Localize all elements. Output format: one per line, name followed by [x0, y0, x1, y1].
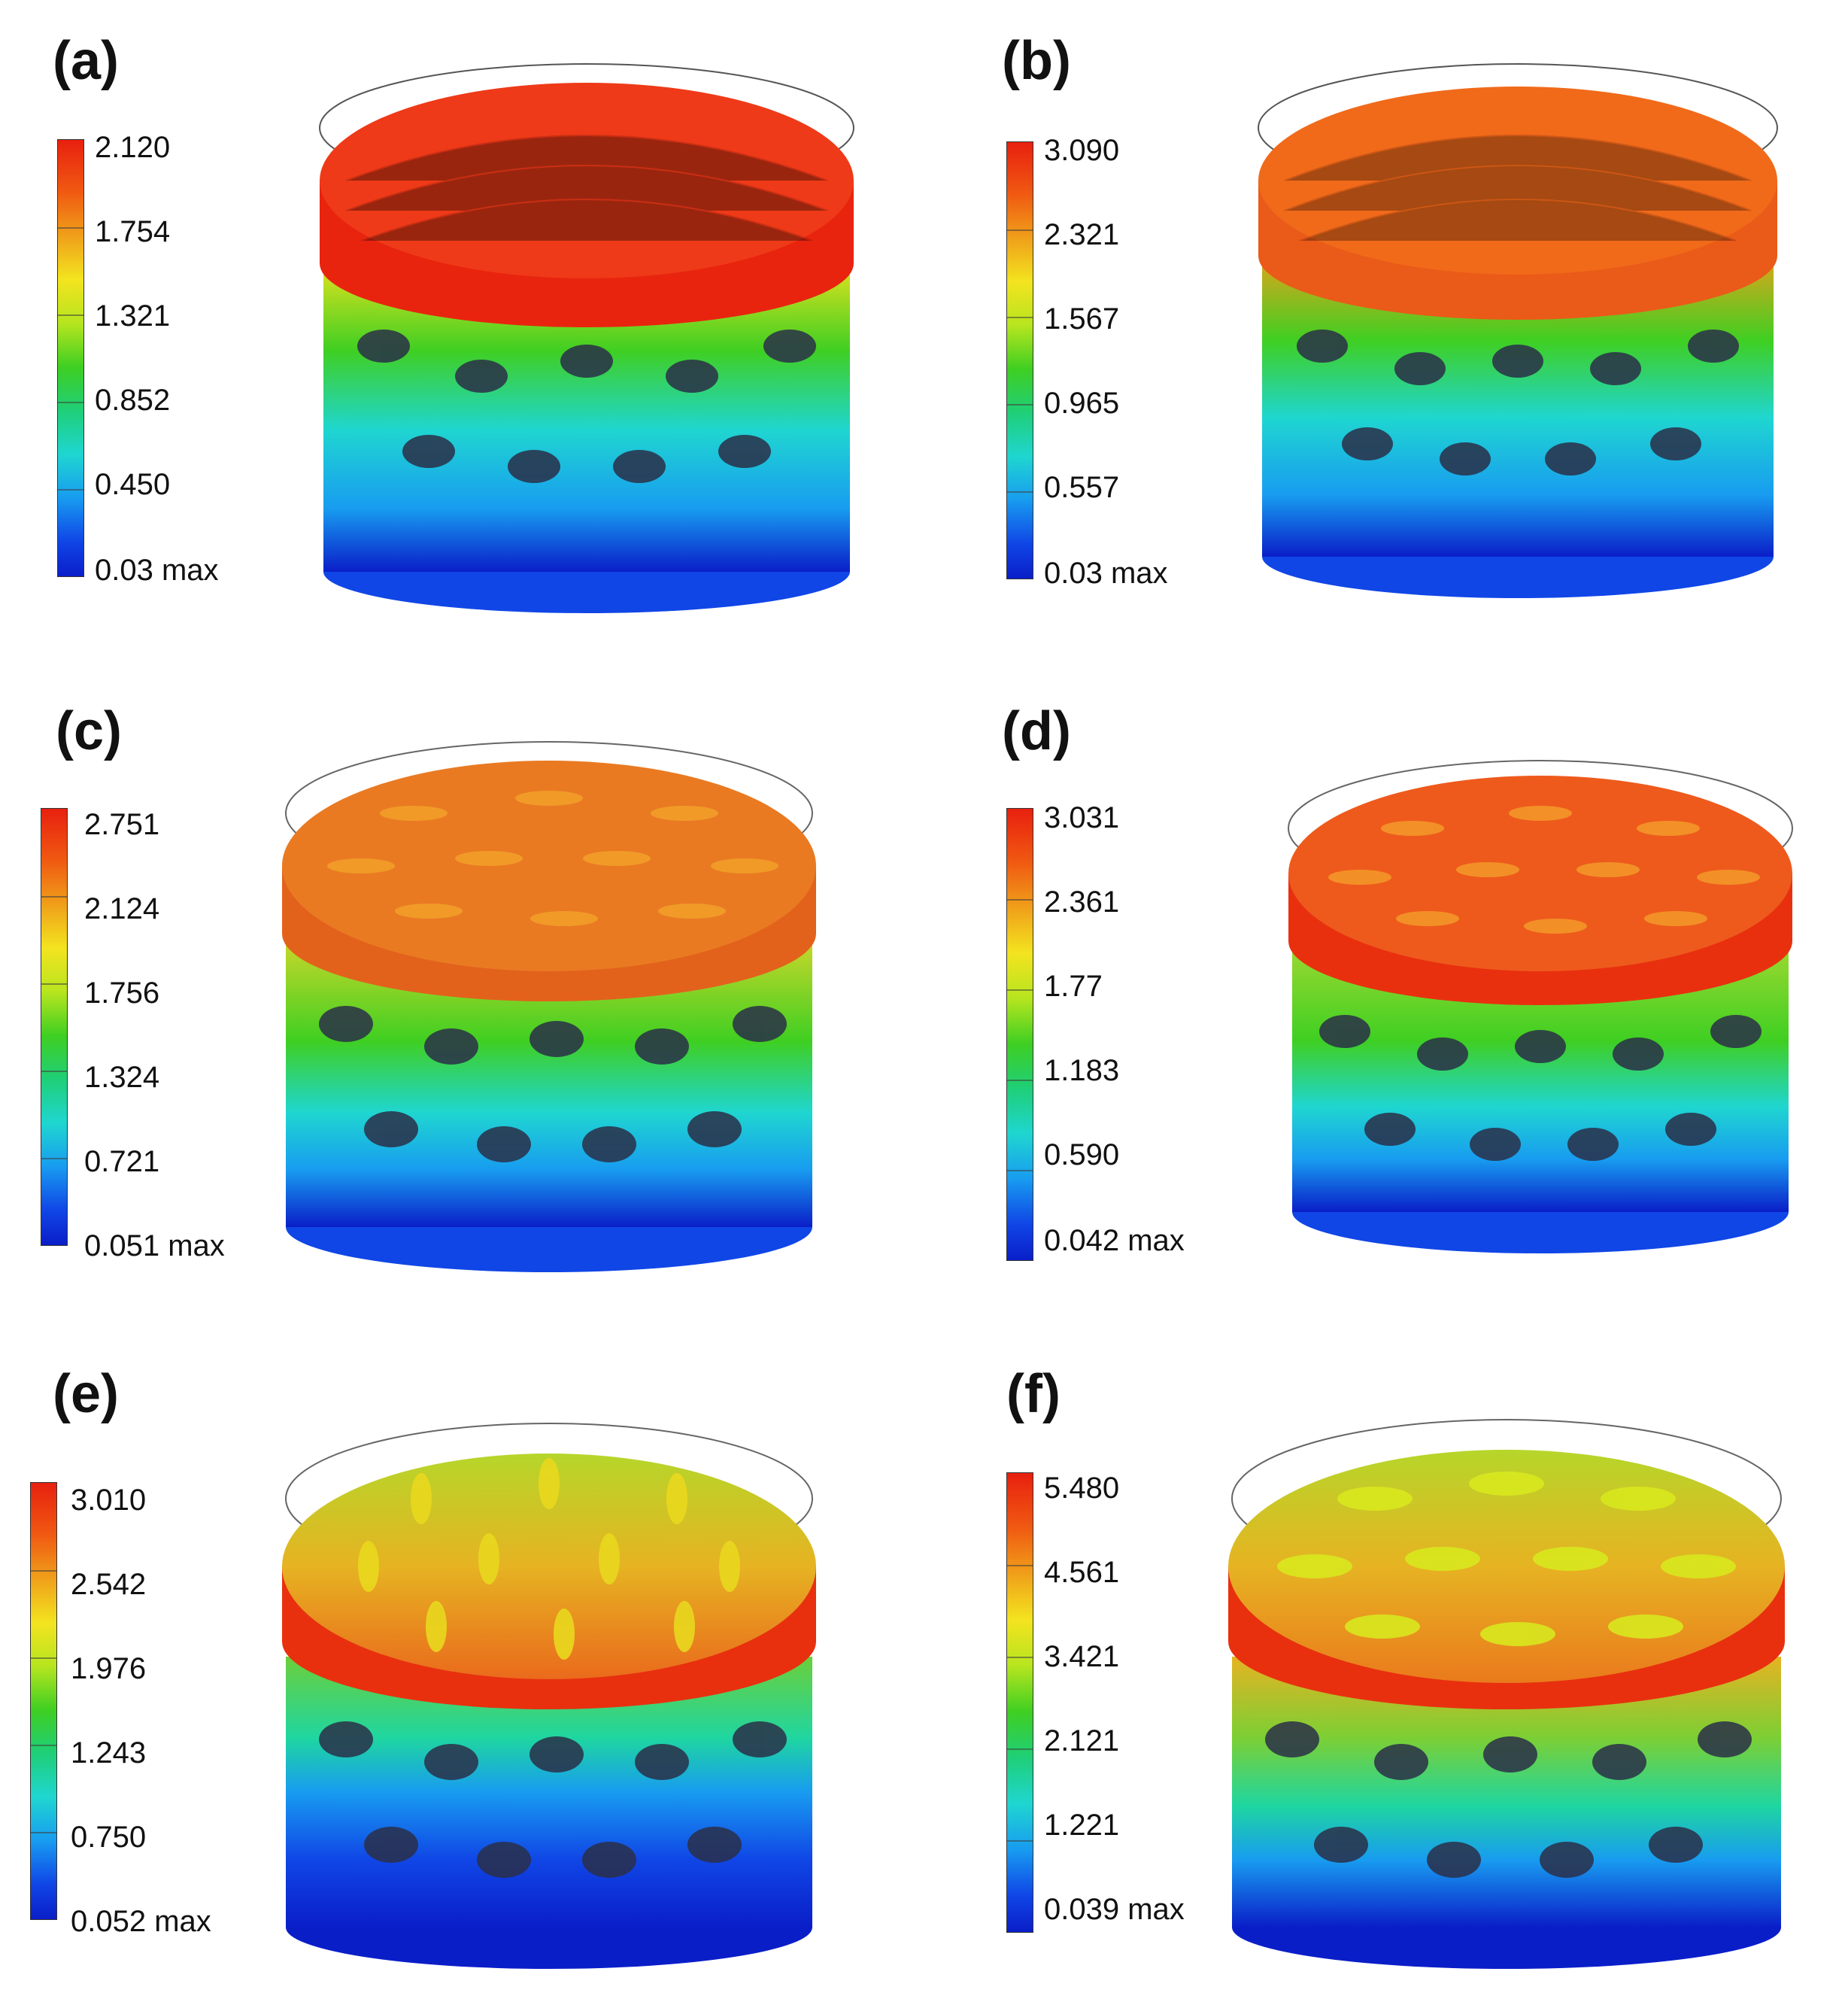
panel-f-tick-2: 3.421 — [1044, 1640, 1120, 1673]
panel-e-label: (e) — [53, 1364, 119, 1424]
panel-b-model-render — [1258, 63, 1778, 598]
panel-f-tick-5: 0.039 max — [1044, 1893, 1185, 1926]
panel-c-tick-0: 2.751 — [84, 808, 160, 841]
panel-d-tick-0: 3.031 — [1044, 801, 1120, 834]
panel-e: (e) 3.010 2.542 1.976 1.243 0.750 0.052 … — [0, 1341, 924, 2011]
panel-e-tick-4: 0.750 — [71, 1821, 147, 1854]
panel-d-tick-2: 1.77 — [1044, 970, 1103, 1003]
panel-c: (c) 2.751 2.124 1.756 1.324 0.721 0.051 … — [0, 670, 924, 1341]
panel-d-colorbar — [1006, 808, 1033, 1261]
panel-b: (b) 3.090 2.321 1.567 0.965 0.557 0.03 m… — [924, 0, 1847, 670]
panel-c-model-render — [282, 741, 816, 1272]
panel-d-tick-3: 1.183 — [1044, 1054, 1120, 1087]
panel-e-tick-0: 3.010 — [71, 1484, 147, 1517]
panel-c-colorbar — [41, 808, 68, 1246]
panel-c-tick-5: 0.051 max — [84, 1229, 225, 1262]
panel-c-tick-3: 1.324 — [84, 1061, 160, 1094]
panel-a-colorbar — [57, 139, 84, 577]
panel-c-tick-4: 0.721 — [84, 1145, 160, 1178]
panel-b-tick-0: 3.090 — [1044, 134, 1120, 167]
panel-b-colorbar — [1006, 141, 1033, 579]
panel-d-tick-5: 0.042 max — [1044, 1224, 1185, 1257]
panel-a-label: (a) — [53, 31, 119, 91]
panel-e-tick-2: 1.976 — [71, 1652, 147, 1685]
panel-b-label: (b) — [1002, 31, 1071, 91]
panel-f-tick-0: 5.480 — [1044, 1472, 1120, 1505]
panel-d-model-render — [1288, 760, 1793, 1253]
panel-f-colorbar — [1006, 1472, 1033, 1933]
panel-c-label: (c) — [56, 701, 122, 761]
panel-a-tick-2: 1.321 — [95, 299, 171, 333]
panel-e-tick-3: 1.243 — [71, 1736, 147, 1769]
panel-a-tick-3: 0.852 — [95, 384, 171, 417]
panel-a-tick-4: 0.450 — [95, 468, 171, 501]
panel-a-model-render — [319, 63, 854, 613]
panel-f-tick-4: 1.221 — [1044, 1809, 1120, 1842]
panel-e-tick-1: 2.542 — [71, 1568, 147, 1601]
panel-b-tick-5: 0.03 max — [1044, 557, 1168, 590]
panel-f-model-render — [1228, 1419, 1785, 1969]
panel-f-tick-1: 4.561 — [1044, 1556, 1120, 1589]
panel-e-colorbar — [30, 1482, 57, 1920]
panel-c-tick-2: 1.756 — [84, 977, 160, 1010]
panel-b-tick-1: 2.321 — [1044, 218, 1120, 251]
panel-d-label: (d) — [1002, 701, 1071, 761]
panel-d-tick-4: 0.590 — [1044, 1138, 1120, 1171]
panel-f: (f) 5.480 4.561 3.421 2.121 1.221 0.039 … — [924, 1341, 1847, 2011]
panel-b-tick-2: 1.567 — [1044, 302, 1120, 336]
panel-a: (a) 2.120 1.754 1.321 0.852 0.450 0.03 m… — [0, 0, 924, 670]
panel-e-model-render — [282, 1423, 816, 1969]
panel-f-tick-3: 2.121 — [1044, 1724, 1120, 1757]
panel-e-tick-5: 0.052 max — [71, 1905, 211, 1938]
panel-f-label: (f) — [1006, 1364, 1061, 1424]
panel-a-tick-0: 2.120 — [95, 131, 171, 164]
panel-a-tick-1: 1.754 — [95, 215, 171, 248]
panel-b-tick-4: 0.557 — [1044, 471, 1120, 504]
panel-a-tick-5: 0.03 max — [95, 554, 219, 587]
panel-b-tick-3: 0.965 — [1044, 387, 1120, 420]
panel-d-tick-1: 2.361 — [1044, 886, 1120, 919]
panel-c-tick-1: 2.124 — [84, 892, 160, 925]
panel-d: (d) 3.031 2.361 1.77 1.183 0.590 0.042 m… — [924, 670, 1847, 1341]
